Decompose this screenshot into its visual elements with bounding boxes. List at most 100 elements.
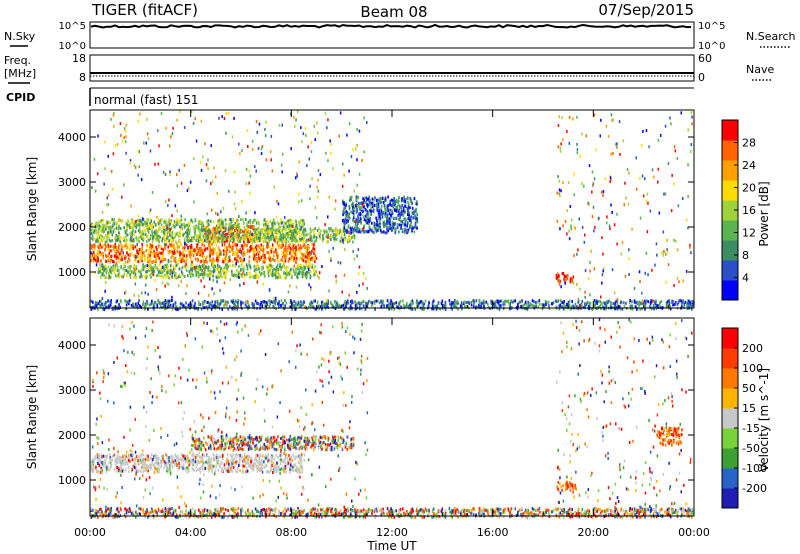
data-cell xyxy=(338,303,340,307)
data-cell xyxy=(167,274,169,278)
data-cell xyxy=(306,247,309,250)
data-cell xyxy=(141,237,143,241)
data-cell xyxy=(111,268,113,272)
data-cell xyxy=(328,289,330,293)
data-cell xyxy=(240,236,242,240)
data-cell xyxy=(149,222,151,226)
data-cell xyxy=(296,239,298,243)
data-cell xyxy=(396,226,399,230)
data-cell xyxy=(275,268,278,272)
data-cell xyxy=(124,239,126,243)
data-cell xyxy=(304,127,307,131)
data-cell xyxy=(627,202,630,206)
data-cell xyxy=(366,197,368,201)
data-cell xyxy=(115,226,118,230)
data-cell xyxy=(90,246,93,250)
data-cell xyxy=(253,218,255,222)
data-cell xyxy=(122,267,125,271)
data-cell xyxy=(240,218,242,222)
data-cell xyxy=(98,236,101,240)
data-cell xyxy=(594,225,596,229)
data-cell xyxy=(172,239,174,243)
data-cell xyxy=(250,274,253,278)
data-cell xyxy=(407,213,409,216)
data-cell xyxy=(624,274,627,278)
data-cell xyxy=(218,253,221,257)
data-cell xyxy=(203,255,205,259)
data-cell xyxy=(304,227,306,231)
data-cell xyxy=(561,272,564,275)
data-cell xyxy=(318,304,320,308)
data-cell xyxy=(187,186,190,190)
data-cell xyxy=(334,300,337,303)
data-cell xyxy=(218,226,221,230)
data-cell xyxy=(258,267,260,271)
data-cell xyxy=(190,268,192,271)
data-cell xyxy=(404,227,406,231)
data-cell xyxy=(200,232,202,236)
data-cell xyxy=(203,227,206,231)
data-cell xyxy=(214,264,216,268)
data-cell xyxy=(550,302,553,306)
data-cell xyxy=(391,302,394,306)
data-cell xyxy=(294,230,297,234)
data-cell xyxy=(149,224,151,228)
data-cell xyxy=(206,273,209,277)
data-cell xyxy=(568,303,571,307)
data-cell xyxy=(204,247,207,251)
data-cell xyxy=(207,233,209,237)
data-cell xyxy=(131,270,133,274)
data-cell xyxy=(241,229,244,233)
data-cell xyxy=(415,220,418,224)
data-cell xyxy=(114,239,117,243)
data-cell xyxy=(614,304,616,308)
data-cell xyxy=(108,276,110,280)
data-cell xyxy=(244,229,246,233)
data-cell xyxy=(92,230,95,234)
data-cell xyxy=(255,235,258,239)
data-cell xyxy=(167,203,169,207)
data-cell xyxy=(149,252,152,256)
data-cell xyxy=(190,236,193,240)
data-cell xyxy=(113,244,115,248)
data-cell xyxy=(104,228,106,232)
data-cell xyxy=(680,111,682,115)
data-cell xyxy=(102,271,104,275)
data-cell xyxy=(672,299,674,303)
data-cell xyxy=(200,119,203,123)
data-cell xyxy=(145,141,147,145)
data-cell xyxy=(202,224,204,227)
data-cell xyxy=(155,252,157,256)
data-cell xyxy=(296,172,298,176)
data-cell xyxy=(390,198,393,202)
data-cell xyxy=(168,276,170,280)
data-cell xyxy=(375,229,378,233)
data-cell xyxy=(201,243,203,246)
data-cell xyxy=(203,244,205,248)
data-cell xyxy=(282,264,285,268)
data-cell xyxy=(195,271,197,275)
data-cell xyxy=(167,270,169,274)
data-cell xyxy=(118,254,121,258)
data-cell xyxy=(380,207,382,211)
data-cell xyxy=(279,275,282,279)
data-cell xyxy=(208,273,211,277)
data-cell xyxy=(171,295,173,299)
data-cell xyxy=(186,239,188,242)
data-cell xyxy=(185,259,188,263)
data-cell xyxy=(222,269,224,273)
data-cell xyxy=(356,227,358,231)
data-cell xyxy=(195,239,197,242)
data-cell xyxy=(245,263,248,267)
data-cell xyxy=(248,169,251,173)
data-cell xyxy=(166,305,169,309)
data-cell xyxy=(251,232,253,236)
data-cell xyxy=(169,303,172,307)
data-cell xyxy=(410,219,412,222)
data-cell xyxy=(262,300,264,304)
data-cell xyxy=(300,221,302,225)
data-cell xyxy=(300,263,302,267)
data-cell xyxy=(370,209,373,213)
data-cell xyxy=(492,302,495,306)
data-cell xyxy=(376,206,378,210)
